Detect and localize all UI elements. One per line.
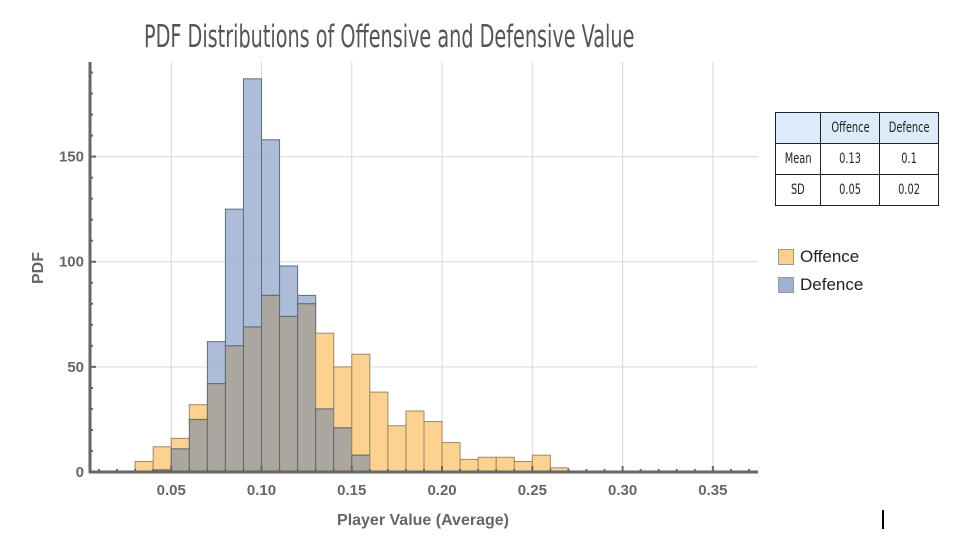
defence-bar: [297, 294, 317, 305]
overlap-bar: [242, 326, 263, 473]
stats-cell: 0.02: [879, 174, 939, 206]
offence-bar: [459, 458, 479, 473]
stats-row-mean: Mean 0.13 0.1: [775, 143, 939, 175]
offence-bar: [495, 456, 515, 473]
stats-header-corner: [775, 112, 821, 144]
offence-bar: [387, 425, 407, 473]
defence-bar: [224, 208, 244, 347]
legend: Offence Defence: [778, 243, 863, 299]
offence-bar: [423, 421, 443, 473]
tick-labels: 0.05 0.10 0.15 0.20 0.25 0.30 0.35 0 50 100 150: [59, 149, 727, 499]
overlap-bar: [297, 303, 317, 473]
y-tick-label: 150: [59, 149, 84, 166]
overlap-bar: [315, 408, 335, 473]
offence-bar: [351, 353, 371, 456]
stats-cell: 0.1: [879, 143, 939, 175]
overlap-bar: [261, 294, 281, 473]
stats-header-defence: Defence: [879, 112, 939, 144]
y-tick-label: 100: [59, 254, 84, 271]
stats-cell: SD: [775, 174, 821, 206]
stats-table: Offence Defence Mean 0.13 0.1 SD 0.05 0.…: [775, 112, 939, 206]
offence-bar: [152, 446, 172, 471]
legend-label-offence: Offence: [800, 247, 860, 266]
overlap-bar: [224, 345, 244, 473]
x-axis-label: Player Value (Average): [337, 512, 509, 529]
offence-bar: [134, 460, 154, 473]
offence-bar: [405, 410, 425, 473]
y-axis-label: PDF: [30, 252, 47, 284]
y-tick-label: 0: [76, 464, 84, 481]
overlap-bar: [333, 427, 353, 473]
stats-cell: 0.13: [820, 143, 880, 175]
legend-swatch-defence: [778, 277, 794, 293]
offence-bar: [531, 454, 551, 473]
axes: [88, 62, 758, 474]
stats-cell: Mean: [775, 143, 821, 175]
overlap-bar: [351, 454, 371, 473]
offence-bar: [513, 460, 533, 473]
stats-header-row: Offence Defence: [775, 112, 939, 144]
x-tick-label: 0.35: [698, 482, 727, 499]
overlap-bar: [170, 448, 190, 473]
x-tick-label: 0.15: [337, 482, 366, 499]
legend-swatch-offence: [778, 249, 794, 265]
x-tick-label: 0.30: [608, 482, 637, 499]
chart-title: PDF Distributions of Offensive and Defen…: [144, 19, 634, 55]
overlap-bar: [188, 418, 208, 473]
defence-bar: [242, 78, 263, 328]
text-cursor: [882, 510, 884, 529]
stats-cell: 0.05: [820, 174, 880, 206]
offence-bar: [315, 332, 335, 410]
stats-row-sd: SD 0.05 0.02: [775, 174, 939, 206]
legend-label-defence: Defence: [800, 275, 864, 294]
defence-bar: [279, 265, 299, 317]
x-tick-label: 0.10: [247, 482, 276, 499]
overlap-bar: [206, 383, 226, 473]
overlap-bar: [279, 315, 299, 473]
defence-bar: [206, 341, 226, 385]
offence-bar: [441, 442, 461, 473]
legend-item-offence: Offence: [778, 243, 863, 271]
defence-bar: [261, 139, 281, 296]
offence-bar: [333, 366, 353, 429]
bars: [134, 78, 569, 473]
offence-bar: [188, 404, 208, 420]
legend-item-defence: Defence: [778, 271, 863, 299]
stats-header-offence: Offence: [820, 112, 880, 144]
y-tick-label: 50: [67, 359, 84, 376]
offence-bar: [170, 437, 190, 450]
offence-bar: [477, 456, 497, 473]
x-tick-label: 0.20: [427, 482, 456, 499]
offence-bar: [369, 391, 389, 473]
x-tick-label: 0.25: [518, 482, 547, 499]
x-tick-label: 0.05: [157, 482, 186, 499]
